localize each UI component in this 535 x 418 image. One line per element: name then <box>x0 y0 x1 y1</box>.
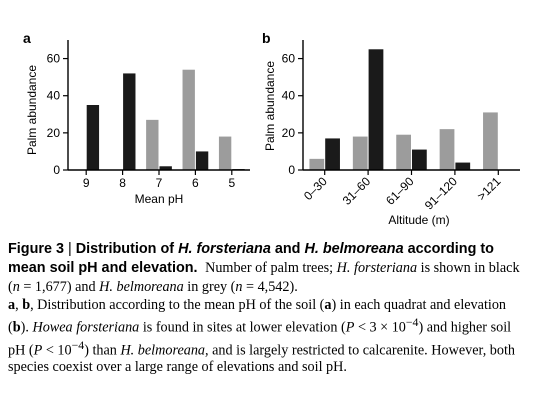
p2-value: < 10 <box>42 342 72 359</box>
panel-a-bar <box>195 151 209 170</box>
p-symbol-2: P <box>33 342 43 359</box>
panel-a-x-tick-labels: 9 8 7 6 5 <box>83 176 236 190</box>
panel-b-bar <box>412 149 427 170</box>
panel-a-y-tick-label: 0 <box>53 163 60 177</box>
panel-b-bar <box>309 158 325 170</box>
panel-a-bar <box>218 136 232 170</box>
panel-b-x-tick-label: 0–30 <box>301 174 330 203</box>
panel-a-y-axis-label: Palm abundance <box>25 65 39 155</box>
intro-b: is shown in black ( <box>8 260 520 295</box>
panel-b-axes <box>298 40 520 175</box>
panel-b: b 0 20 40 60 0–30 31–60 61–90 91–120 >121 Altit… <box>262 30 520 227</box>
body-7: , and is largely restricted to calcareni… <box>8 342 516 376</box>
panel-b-letter: b <box>262 30 271 46</box>
caption-separator: | <box>67 241 72 257</box>
panel-a-axes <box>63 40 250 175</box>
panel-a-letter: a <box>23 30 31 46</box>
panel-a-x-tick-label: 6 <box>192 176 199 190</box>
panel-a-x-tick-label: 7 <box>156 176 163 190</box>
panel-b-x-tick-labels: 0–30 31–60 61–90 91–120 >121 <box>301 174 504 212</box>
body-3: ). <box>20 319 29 336</box>
species-forsteriana: H. forsteriana <box>178 241 271 257</box>
caption-title: Figure 3 | Distribution of H. forsterian… <box>8 240 528 297</box>
title-and: and <box>274 241 301 257</box>
p1-exponent: −4 <box>405 315 419 329</box>
n-symbol-2: n <box>235 279 243 295</box>
n1-value: = 1,677) and <box>19 279 96 295</box>
panel-b-x-tick-label: 61–90 <box>383 174 417 208</box>
panel-b-x-axis-label: Altitude (m) <box>388 213 449 227</box>
panel-ref-a-2: a <box>324 297 332 313</box>
panel-a-bars <box>86 69 245 170</box>
figure-caption: Figure 3 | Distribution of H. forsterian… <box>8 240 528 376</box>
panel-a-y-tick-labels: 0 20 40 60 <box>47 52 61 177</box>
panel-b-y-tick-label: 40 <box>282 89 296 103</box>
panel-ref-b-2: b <box>12 319 21 336</box>
panel-b-x-tick-label: >121 <box>474 174 503 203</box>
panel-ref-a: a <box>8 297 16 313</box>
panel-b-bar <box>325 138 340 170</box>
panel-a-x-axis-label: Mean pH <box>135 192 184 206</box>
panel-a-bar <box>86 105 100 170</box>
title-pre: Distribution of <box>75 241 175 257</box>
intro-species-belmoreana: H. belmoreana <box>99 279 184 295</box>
panel-a-y-tick-label: 60 <box>47 52 61 66</box>
panel-b-y-tick-label: 60 <box>282 52 296 66</box>
body-2: ) in each quadrat and elevation ( <box>8 297 507 336</box>
panel-a-bar <box>146 119 159 170</box>
panel-b-y-tick-label: 0 <box>288 163 295 177</box>
panel-b-y-tick-labels: 0 20 40 60 <box>282 52 296 177</box>
panel-ref-b: b <box>22 297 31 313</box>
panel-b-x-tick-label: 91–120 <box>422 174 460 212</box>
panel-a-x-tick-label: 9 <box>83 176 90 190</box>
p1-value: < 3 × 10 <box>354 319 406 336</box>
figure-label: Figure 3 <box>8 241 64 257</box>
panel-a-bar <box>182 69 195 170</box>
panel-b-y-axis-label: Palm abundance <box>263 61 277 151</box>
n2-value: = 4,542). <box>242 279 298 295</box>
body-5: ) and higher soil pH ( <box>8 319 512 359</box>
howea-forsteriana: Howea forsteriana <box>32 319 140 336</box>
panel-a-y-tick-label: 20 <box>47 126 61 140</box>
panel-a-x-tick-label: 8 <box>119 176 126 190</box>
body-1: , Distribution according to the mean pH … <box>30 297 325 313</box>
intro-c: in grey ( <box>187 279 236 295</box>
panel-b-bar <box>396 134 411 170</box>
panel-b-bar <box>368 49 384 170</box>
panel-b-bar <box>455 162 471 170</box>
comma: , <box>15 297 23 313</box>
intro-species-forsteriana: H. forsteriana <box>336 260 418 276</box>
species-belmoreana: H. belmoreana <box>304 241 404 257</box>
body-4: is found in sites at lower elevation ( <box>142 319 346 336</box>
title-post: according to mean soil pH and elevation. <box>8 241 494 276</box>
caption-body: a, b, Distribution according to the mean… <box>8 297 528 376</box>
panel-b-bars <box>309 49 498 170</box>
panel-b-bar <box>483 112 498 170</box>
p-symbol-1: P <box>345 319 355 336</box>
p2-exponent: −4 <box>71 337 85 352</box>
panel-b-y-tick-label: 20 <box>282 126 296 140</box>
body-6: ) than <box>84 342 117 359</box>
panel-b-bar <box>352 136 368 170</box>
body-species-belmoreana: H. belmoreana <box>120 342 206 359</box>
figure-3: a 0 20 40 60 9 8 7 6 5 Mean pH Palm abundance b… <box>23 30 520 227</box>
panel-a-y-tick-label: 40 <box>47 89 61 103</box>
panel-a-x-tick-label: 5 <box>228 176 235 190</box>
panel-a-bar <box>123 73 136 170</box>
panel-a-bar <box>159 166 172 170</box>
intro-a: Number of palm trees; <box>205 260 334 276</box>
n-symbol-1: n <box>12 279 20 295</box>
panel-b-bar <box>439 129 455 170</box>
panel-b-x-tick-label: 31–60 <box>340 174 374 208</box>
panel-a: a 0 20 40 60 9 8 7 6 5 Mean pH Palm abundance <box>23 30 250 206</box>
